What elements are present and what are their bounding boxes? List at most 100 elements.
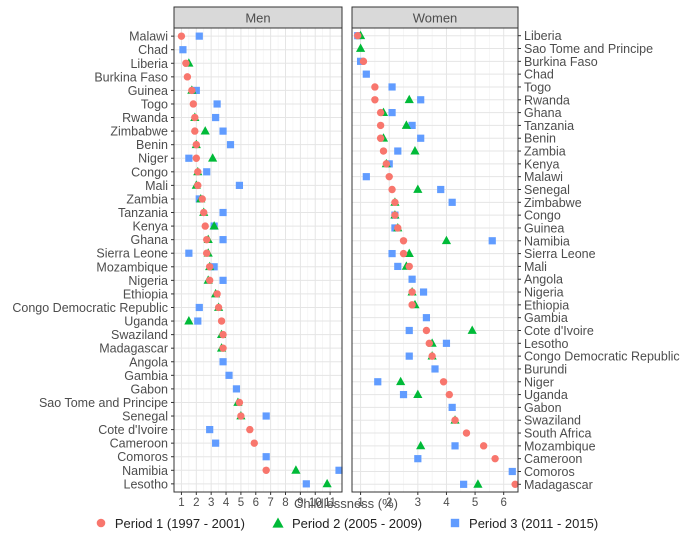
men-ghana-p3-point: [219, 236, 227, 244]
men-lesotho-p2-point: [322, 478, 332, 488]
women-panel-border: [351, 27, 519, 493]
women-mali-p1-point: [405, 262, 413, 271]
women-comoros-p3-point: [508, 467, 516, 476]
women-tanzania-p3-point: [408, 121, 416, 130]
men-x-tick-label: 3: [208, 497, 214, 509]
men-panel-title: Men: [245, 11, 270, 26]
women-madagascar-p3-point: [460, 480, 468, 488]
men-cameroon-p1-point: [250, 439, 258, 447]
men-country-label: Benin: [136, 138, 168, 152]
men-niger-p2-point: [208, 153, 218, 162]
men-namibia-p2-point: [291, 465, 301, 474]
men-country-label: Madagascar: [99, 342, 168, 356]
men-gabon-p3-point: [232, 385, 241, 393]
women-country-label: Congo Democratic Republic: [524, 350, 680, 364]
women-mozambique-p1-point: [479, 442, 488, 450]
men-nigeria-p3-point: [219, 276, 227, 284]
women-chad-p3-point: [362, 70, 370, 78]
women-ghana-p3-point: [388, 108, 396, 117]
women-rwanda-p3-point: [417, 96, 425, 104]
women-togo-p3-point: [388, 83, 396, 91]
men-country-label: Angola: [129, 355, 168, 369]
women-x-tick-label: 6: [500, 497, 506, 509]
women-country-label: Gabon: [524, 401, 562, 415]
women-rwanda-p2-point: [404, 94, 414, 104]
women-x-tick-label: 1: [357, 497, 363, 509]
women-country-label: Swaziland: [524, 414, 581, 428]
men-malawi-p3-point: [195, 32, 203, 40]
men-x-tick-label: 1: [178, 497, 184, 509]
men-zambia-p1-point: [198, 195, 206, 203]
men-country-label: Mozambique: [96, 260, 168, 274]
women-country-label: Kenya: [524, 157, 559, 171]
men-country-label: Uganda: [124, 315, 168, 329]
men-country-label: Congo Democratic Republic: [12, 301, 168, 315]
women-cote-d-ivoire-p3-point: [405, 326, 413, 335]
men-x-tick-label: 9: [297, 497, 303, 509]
men-malawi-p1-point: [177, 32, 186, 40]
women-country-label: Togo: [524, 80, 551, 94]
women-country-label: Angola: [524, 273, 563, 287]
women-sierra-leone-p3-point: [388, 249, 396, 258]
men-country-label: Burkina Faso: [94, 70, 168, 84]
women-burundi-p3-point: [431, 365, 439, 373]
men-niger-p3-point: [185, 154, 193, 162]
women-madagascar-p1-point: [511, 480, 519, 489]
women-country-label: Cote d'Ivoire: [524, 324, 594, 338]
women-country-label: Gambia: [524, 311, 568, 325]
women-country-label: Mali: [524, 260, 547, 274]
women-ghana-p1-point: [376, 108, 385, 117]
men-country-label: Kenya: [133, 220, 168, 234]
women-country-label: South Africa: [524, 427, 591, 441]
women-country-label: Mozambique: [524, 439, 596, 453]
men-togo-p3-point: [213, 100, 221, 108]
men-mali-p1-point: [194, 181, 202, 190]
women-country-label: Burkina Faso: [524, 55, 598, 69]
women-country-label: Zambia: [524, 145, 566, 159]
women-x-tick-label: 2: [386, 497, 392, 509]
men-country-label: Guinea: [128, 84, 168, 98]
men-senegal-p3-point: [262, 412, 270, 420]
women-country-label: Benin: [524, 132, 556, 146]
men-mali-p3-point: [235, 181, 244, 189]
women-country-label: Cameroon: [524, 452, 582, 466]
legend-item-period-3: Period 3 (2011 - 2015): [448, 516, 598, 531]
legend-item-period-1: Period 1 (1997 - 2001): [94, 516, 245, 531]
men-niger-p1-point: [192, 154, 201, 162]
women-country-label: Ghana: [524, 106, 562, 120]
women-swaziland-p1-point: [451, 416, 459, 424]
men-tanzania-p3-point: [219, 208, 227, 217]
women-liberia-p1-point: [354, 31, 362, 40]
men-rwanda-p1-point: [191, 113, 199, 122]
men-togo-p1-point: [189, 100, 198, 108]
men-cote-d-ivoire-p1-point: [246, 425, 254, 434]
women-uganda-p3-point: [399, 390, 408, 399]
women-senegal-p3-point: [437, 185, 445, 194]
square-marker-icon: [450, 518, 460, 528]
women-cameroon-p3-point: [414, 455, 422, 463]
women-uganda-p2-point: [413, 389, 423, 398]
triangle-marker-icon: [272, 517, 284, 528]
men-x-tick-label: 5: [238, 497, 244, 509]
women-namibia-p3-point: [488, 237, 496, 245]
women-zambia-p2-point: [410, 146, 420, 155]
men-congo-democratic-republic-p3-point: [195, 303, 203, 312]
men-country-label: Ghana: [130, 233, 168, 247]
men-country-label: Malawi: [129, 30, 168, 44]
women-angola-p3-point: [408, 275, 416, 283]
men-swaziland-p1-point: [219, 330, 227, 339]
women-country-label: Tanzania: [524, 119, 574, 133]
men-mozambique-p3-point: [210, 263, 218, 271]
men-zimbabwe-p3-point: [219, 127, 227, 135]
men-country-label: Senegal: [122, 410, 168, 424]
men-namibia-p3-point: [335, 466, 343, 474]
men-country-label: Niger: [138, 152, 168, 166]
women-madagascar-p2-point: [473, 479, 483, 488]
men-angola-p3-point: [219, 358, 227, 366]
men-congo-p1-point: [194, 168, 202, 176]
women-country-label: Malawi: [524, 170, 563, 184]
men-kenya-p1-point: [201, 222, 209, 230]
men-comoros-p3-point: [262, 453, 270, 461]
women-niger-p2-point: [396, 376, 406, 386]
men-country-label: Liberia: [130, 57, 168, 71]
